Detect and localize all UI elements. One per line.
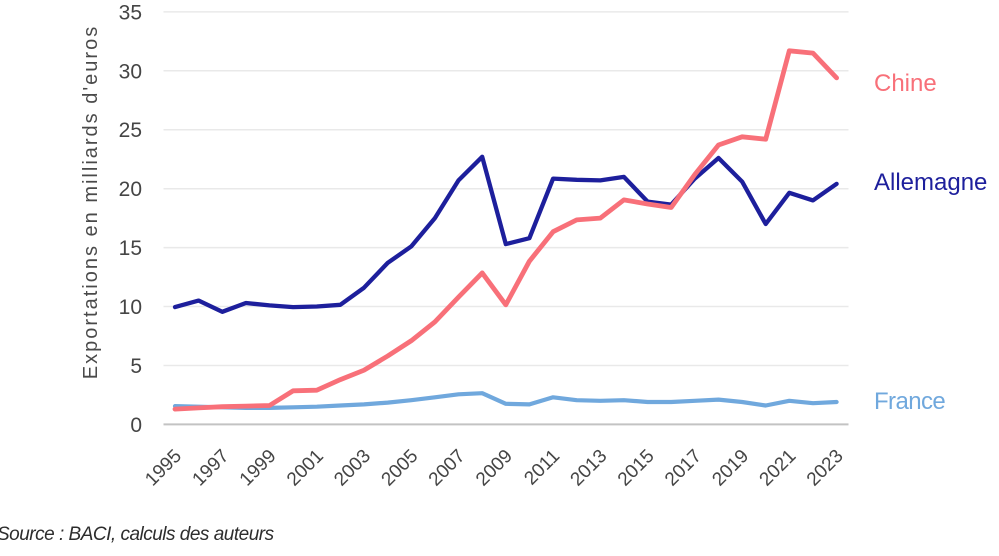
svg-text:30: 30 (119, 60, 142, 83)
svg-text:Exportations en milliards d'eu: Exportations en milliards d'euros (80, 25, 102, 379)
svg-text:Source : BACI, calculs des aut: Source : BACI, calculs des auteurs (0, 524, 275, 545)
svg-text:Chine: Chine (874, 70, 937, 97)
svg-text:0: 0 (130, 414, 142, 437)
svg-text:25: 25 (119, 119, 142, 142)
svg-text:15: 15 (119, 237, 142, 260)
svg-text:10: 10 (119, 296, 142, 319)
svg-text:35: 35 (119, 1, 142, 24)
svg-text:Allemagne: Allemagne (874, 169, 987, 196)
svg-text:20: 20 (119, 178, 142, 201)
svg-text:5: 5 (130, 355, 142, 378)
svg-text:France: France (874, 388, 945, 415)
